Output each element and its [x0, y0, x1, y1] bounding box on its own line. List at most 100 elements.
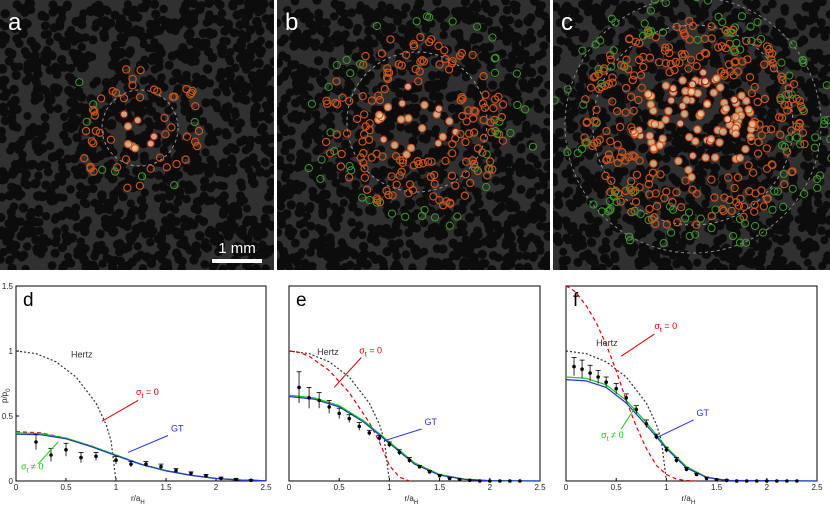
contact-particle [581, 95, 590, 104]
contact-particle [88, 105, 98, 115]
particle [697, 25, 706, 34]
particle [108, 48, 118, 58]
particle [237, 29, 246, 38]
particle [508, 217, 519, 227]
weak-contact-particle [768, 205, 777, 214]
weak-contact-particle [630, 206, 639, 215]
particle [406, 23, 415, 32]
particle [617, 6, 627, 16]
particle [724, 136, 733, 145]
particle [197, 1, 206, 10]
particle [359, 86, 369, 96]
particle [801, 2, 812, 12]
contact-particle [666, 96, 676, 105]
x-tick-label: 0 [14, 483, 19, 492]
particle [287, 60, 297, 70]
particle [423, 48, 432, 58]
particle [226, 48, 235, 57]
particle [66, 185, 75, 194]
contact-particle [788, 95, 797, 104]
particle [798, 211, 809, 221]
particle [189, 0, 199, 8]
particle [175, 191, 185, 201]
contact-particle [337, 149, 346, 159]
particle [471, 0, 481, 9]
particle [399, 40, 409, 50]
weak-contact-particle [773, 187, 782, 196]
particle [218, 81, 227, 91]
particle [701, 207, 710, 217]
contact-particle [725, 195, 734, 205]
weak-contact-particle [723, 28, 732, 37]
particle [146, 121, 156, 130]
particle [405, 30, 415, 40]
particle [523, 56, 533, 65]
particle [563, 235, 573, 245]
particle [392, 251, 402, 261]
contact-particle [595, 135, 604, 144]
particle [168, 77, 177, 86]
particle [514, 19, 524, 29]
weak-contact-particle [777, 58, 786, 67]
particle [810, 55, 820, 64]
particle [538, 88, 547, 98]
particle [578, 223, 587, 232]
particle [808, 8, 818, 18]
particle [593, 216, 603, 226]
particle [554, 107, 564, 117]
particle [820, 32, 830, 41]
particle [67, 117, 76, 126]
particle [67, 108, 77, 118]
particle [792, 236, 802, 245]
contact-particle [731, 129, 740, 138]
particle [295, 201, 306, 212]
particle [55, 148, 65, 157]
weak-contact-particle [742, 238, 751, 247]
particle [475, 264, 485, 270]
particle [246, 135, 255, 145]
particle [338, 64, 347, 73]
particle [286, 153, 295, 163]
annotation-arrow [101, 399, 139, 422]
contact-particle [181, 155, 190, 164]
contact-particle [397, 167, 406, 176]
contact-particle [608, 97, 617, 106]
contact-particle [634, 55, 644, 65]
weak-contact-particle [491, 53, 500, 62]
particle [186, 124, 196, 133]
particle [16, 140, 26, 150]
contact-particle [664, 106, 673, 116]
particle [169, 131, 179, 141]
particle [200, 183, 209, 192]
contact-particle [361, 51, 370, 61]
particle [57, 7, 67, 17]
particle [565, 111, 575, 121]
particle [123, 261, 133, 270]
particle [255, 166, 265, 176]
particle [219, 158, 228, 167]
data-point [204, 474, 208, 478]
particle [314, 144, 325, 154]
particle [728, 15, 738, 25]
particle [718, 181, 727, 191]
series-line-1 [288, 350, 410, 482]
x-axis-label: r/aH [405, 494, 419, 506]
particle [567, 21, 576, 30]
particle-image-a: a1 mm [0, 0, 274, 270]
contact-particle [762, 164, 772, 173]
particle [749, 19, 759, 29]
particle [506, 232, 516, 243]
weak-contact-particle [304, 164, 313, 173]
particle [125, 102, 135, 112]
particle [6, 146, 15, 155]
contact-particle [468, 156, 477, 165]
particle [261, 101, 271, 110]
particle [805, 16, 815, 26]
weak-contact-particle [577, 144, 587, 154]
particle [623, 142, 633, 152]
particle [629, 16, 638, 26]
particle [102, 132, 112, 142]
particle [516, 162, 526, 171]
particle [36, 249, 46, 259]
